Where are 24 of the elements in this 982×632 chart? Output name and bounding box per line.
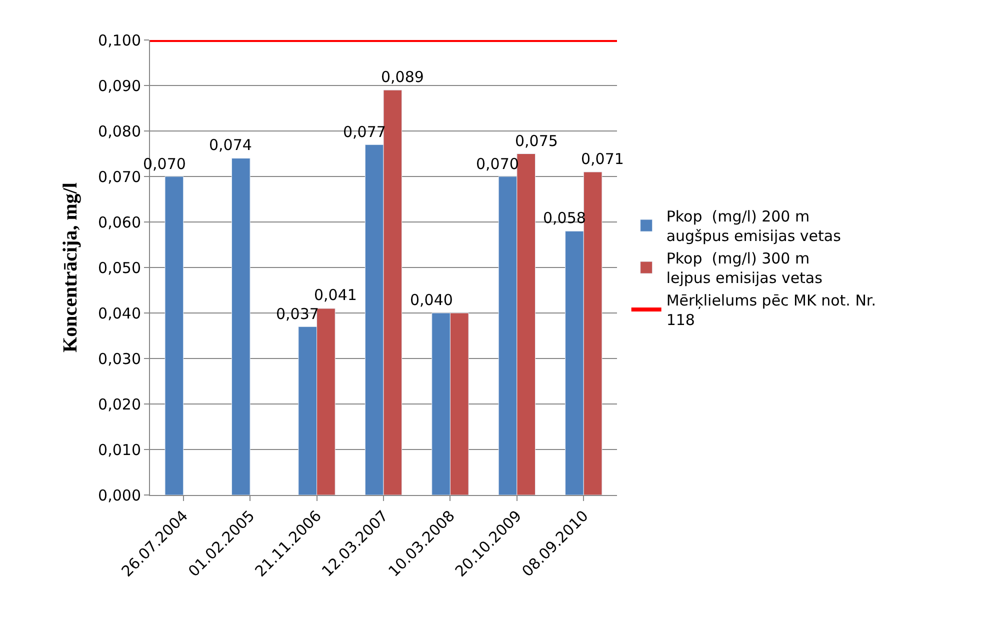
y-axis-title: Koncentrācija, mg/l (60, 182, 82, 352)
y-tick-label: 0,070 (98, 168, 141, 186)
legend-label: Mērķlielums pēc MK not. Nr. 118 (666, 292, 876, 330)
data-label: 0,040 (410, 291, 453, 309)
y-tick-label: 0,080 (98, 122, 141, 140)
y-tick-label: 0,000 (98, 486, 141, 504)
data-label: 0,041 (314, 286, 357, 304)
data-label: 0,074 (209, 136, 252, 154)
data-label: 0,070 (143, 155, 186, 173)
data-label: 0,071 (581, 150, 624, 168)
data-label: 0,089 (381, 68, 424, 86)
y-tick-label: 0,010 (98, 440, 141, 459)
y-tick-label: 0,050 (98, 258, 141, 277)
legend-label: Pkop (mg/l) 300 m lejpus emisijas vetas (666, 250, 823, 288)
y-tick-label: 0,090 (98, 76, 141, 95)
y-tick-label: 0,030 (98, 350, 141, 368)
y-tick-label: 0,060 (98, 213, 141, 232)
legend-label: Pkop (mg/l) 200 m augšpus emisijas vetas (666, 208, 842, 246)
bar (164, 176, 184, 495)
y-tick-label: 0,040 (98, 304, 141, 322)
y-tick-label: 0,100 (98, 31, 141, 50)
bar (231, 158, 250, 495)
data-label: 0,075 (515, 132, 558, 150)
y-tick-label: 0,020 (98, 395, 141, 414)
